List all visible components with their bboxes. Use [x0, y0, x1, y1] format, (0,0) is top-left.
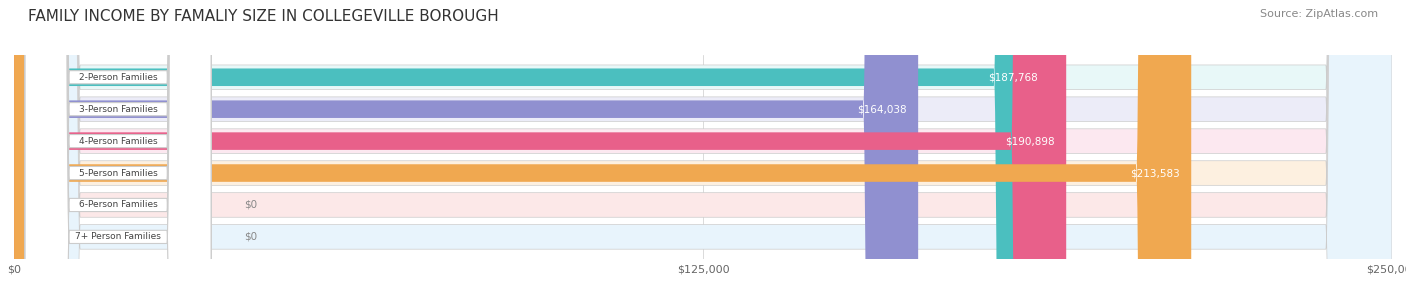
FancyBboxPatch shape: [14, 0, 1066, 305]
FancyBboxPatch shape: [25, 0, 211, 305]
FancyBboxPatch shape: [14, 0, 1049, 305]
Text: 2-Person Families: 2-Person Families: [79, 73, 157, 82]
Text: 4-Person Families: 4-Person Families: [79, 137, 157, 145]
FancyBboxPatch shape: [25, 0, 211, 305]
FancyBboxPatch shape: [14, 0, 1392, 305]
Text: Source: ZipAtlas.com: Source: ZipAtlas.com: [1260, 9, 1378, 19]
Text: $213,583: $213,583: [1130, 168, 1180, 178]
FancyBboxPatch shape: [25, 0, 211, 305]
Text: $187,768: $187,768: [988, 72, 1038, 82]
FancyBboxPatch shape: [14, 0, 1392, 305]
Text: 7+ Person Families: 7+ Person Families: [75, 232, 162, 241]
FancyBboxPatch shape: [14, 0, 1392, 305]
FancyBboxPatch shape: [14, 0, 1392, 305]
Text: 3-Person Families: 3-Person Families: [79, 105, 157, 114]
Text: $164,038: $164,038: [858, 104, 907, 114]
FancyBboxPatch shape: [14, 0, 1392, 305]
Text: FAMILY INCOME BY FAMALIY SIZE IN COLLEGEVILLE BOROUGH: FAMILY INCOME BY FAMALIY SIZE IN COLLEGE…: [28, 9, 499, 24]
Text: 5-Person Families: 5-Person Families: [79, 169, 157, 178]
FancyBboxPatch shape: [14, 0, 1392, 305]
FancyBboxPatch shape: [25, 0, 211, 305]
FancyBboxPatch shape: [14, 0, 918, 305]
Text: $0: $0: [245, 232, 257, 242]
FancyBboxPatch shape: [25, 0, 211, 305]
Text: $190,898: $190,898: [1005, 136, 1054, 146]
FancyBboxPatch shape: [14, 0, 1191, 305]
Text: 6-Person Families: 6-Person Families: [79, 200, 157, 210]
FancyBboxPatch shape: [25, 0, 211, 305]
Text: $0: $0: [245, 200, 257, 210]
